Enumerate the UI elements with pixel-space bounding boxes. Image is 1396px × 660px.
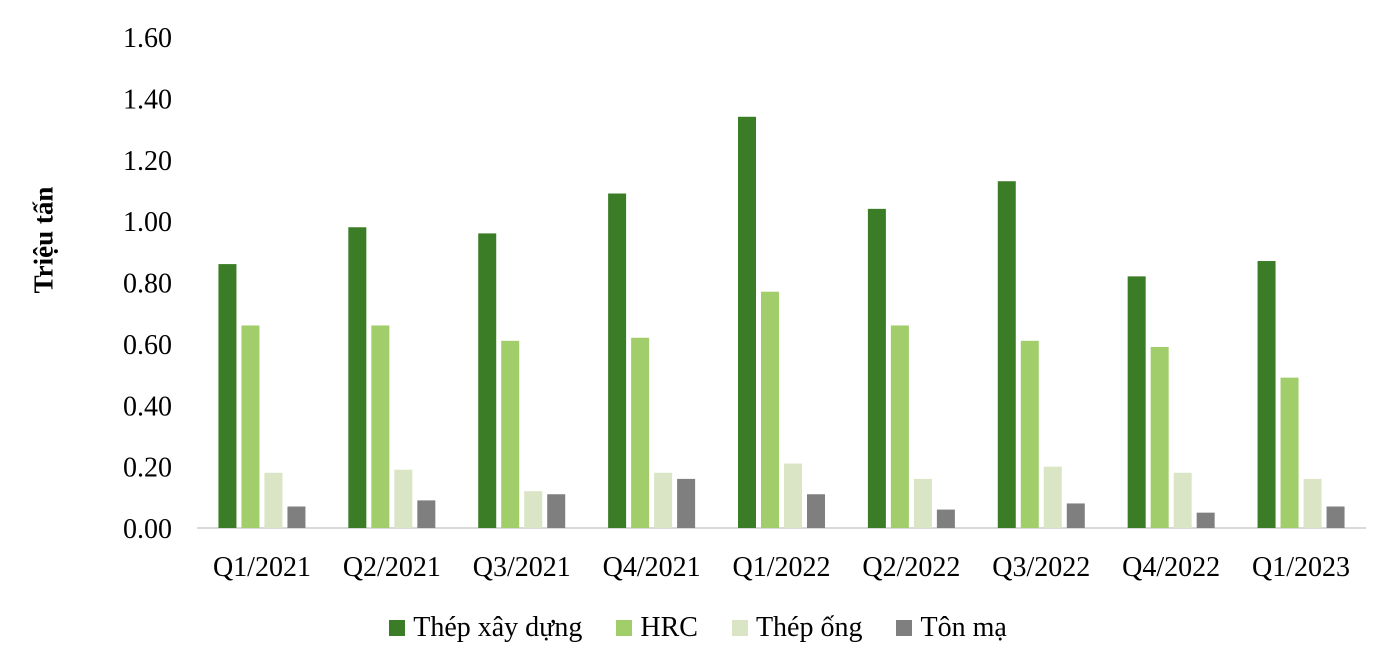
legend-item: HRC	[616, 612, 698, 644]
y-tick-label: 1.00	[123, 207, 172, 238]
bar	[1066, 503, 1085, 528]
bar	[1280, 377, 1299, 528]
y-tick-label: 1.20	[123, 146, 172, 177]
bar	[738, 116, 756, 528]
bar	[631, 337, 650, 528]
y-tick-label: 0.40	[123, 391, 172, 422]
bar	[1196, 512, 1215, 528]
x-tick-label: Q4/2022	[1122, 552, 1220, 583]
bar	[1326, 506, 1345, 528]
bar	[524, 491, 543, 528]
x-tick-label: Q2/2021	[343, 552, 441, 583]
legend-item: Tôn mạ	[896, 612, 1007, 644]
x-tick-label: Q4/2021	[603, 552, 701, 583]
legend-label: Tôn mạ	[920, 612, 1007, 643]
bar	[264, 472, 283, 528]
x-tick-label: Q1/2021	[213, 552, 311, 583]
bar	[677, 478, 696, 528]
bar	[608, 193, 627, 528]
bar	[654, 472, 673, 528]
bar	[784, 463, 802, 528]
bar	[501, 340, 520, 528]
y-tick-label: 0.60	[123, 330, 172, 361]
bar	[890, 325, 909, 528]
x-tick-label: Q3/2022	[992, 552, 1090, 583]
legend-item: Thép ống	[731, 612, 863, 644]
bar	[417, 500, 436, 528]
bar	[997, 181, 1016, 528]
legend-swatch	[731, 620, 748, 636]
legend-label: Thép xây dựng	[413, 612, 583, 643]
legend-swatch	[389, 620, 406, 636]
x-tick-label: Q1/2022	[733, 552, 831, 583]
bar	[867, 208, 886, 528]
bar	[547, 494, 566, 528]
legend-swatch	[616, 620, 633, 636]
legend-swatch	[896, 620, 913, 636]
legend-label: Thép ống	[755, 612, 863, 643]
bar	[478, 233, 497, 528]
y-tick-label: 1.60	[123, 23, 172, 54]
bar	[761, 291, 779, 528]
bar	[1020, 340, 1039, 528]
bar	[936, 509, 955, 528]
bar	[807, 494, 825, 528]
y-axis-label-container: Triệu tấn	[14, 140, 74, 340]
x-tick-label: Q1/2023	[1252, 552, 1350, 583]
y-tick-label: 0.80	[123, 269, 172, 300]
y-tick-label: 1.40	[123, 84, 172, 115]
legend: Thép xây dựng HRC Thép ống Tôn mạ	[0, 612, 1396, 644]
bar	[241, 325, 260, 528]
bar-chart: 0.00 0.20 0.40 0.60 0.80 1.00 1.20 1.40 1.60 Q1/2…	[123, 23, 1366, 583]
legend-label: HRC	[640, 612, 698, 643]
bar	[913, 478, 932, 528]
bar	[1257, 261, 1276, 528]
bar	[287, 506, 306, 528]
bar	[218, 264, 237, 528]
bar	[371, 325, 390, 528]
bar	[1043, 466, 1062, 528]
y-tick-label: 0.20	[123, 453, 172, 484]
bar	[1127, 276, 1146, 528]
y-tick-label: 0.00	[123, 514, 172, 545]
bar	[1303, 478, 1322, 528]
bar	[1173, 472, 1192, 528]
bar	[348, 227, 367, 528]
x-tick-label: Q3/2021	[473, 552, 571, 583]
y-axis-label: Triệu tấn	[28, 186, 59, 294]
x-tick-label: Q2/2022	[862, 552, 960, 583]
bar	[1150, 346, 1169, 528]
legend-item: Thép xây dựng	[389, 612, 582, 644]
bar	[394, 469, 413, 528]
